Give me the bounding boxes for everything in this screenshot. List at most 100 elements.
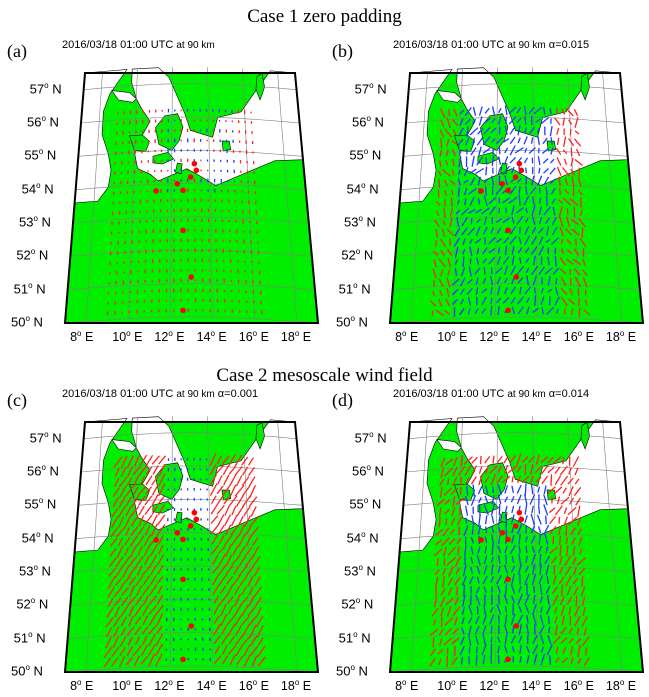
wind-vector bbox=[214, 645, 221, 654]
wind-vector bbox=[558, 205, 563, 217]
wind-vector bbox=[490, 564, 494, 575]
wind-vector bbox=[224, 514, 232, 526]
wind-vector bbox=[128, 585, 136, 597]
wind-vector bbox=[238, 546, 246, 556]
wind-vector bbox=[217, 514, 225, 526]
wind-vector bbox=[537, 136, 540, 145]
wind-vector bbox=[461, 606, 466, 615]
wind-vector bbox=[221, 455, 230, 465]
wind-vector bbox=[553, 486, 563, 495]
wind-vector bbox=[456, 538, 462, 544]
alpha-value: α=0.014 bbox=[548, 388, 590, 400]
wind-vector bbox=[452, 628, 459, 635]
wind-vector bbox=[242, 485, 251, 497]
wind-vector bbox=[117, 505, 126, 518]
wind-vector bbox=[450, 197, 453, 208]
wind-vector bbox=[132, 466, 141, 476]
wind-vector bbox=[228, 635, 236, 645]
wind-vector bbox=[230, 525, 239, 536]
wind-vector bbox=[481, 296, 487, 306]
wind-vector bbox=[511, 485, 515, 493]
wind-vector bbox=[532, 594, 536, 605]
island bbox=[175, 162, 183, 175]
wind-vector bbox=[531, 604, 537, 615]
wind-vector bbox=[470, 476, 477, 485]
wind-vector bbox=[508, 106, 517, 115]
wind-vector bbox=[525, 186, 528, 195]
wind-vector bbox=[125, 527, 130, 536]
wind-vector bbox=[559, 544, 562, 556]
wind-vector bbox=[465, 118, 471, 125]
longitude-label: 16o E bbox=[563, 678, 594, 694]
wind-vector bbox=[502, 297, 510, 304]
wind-vector bbox=[233, 614, 243, 627]
wind-vector bbox=[563, 516, 569, 525]
wind-vector bbox=[573, 248, 580, 256]
wind-vector bbox=[241, 624, 250, 638]
station-marker bbox=[180, 227, 186, 234]
wind-vector bbox=[554, 624, 558, 636]
wind-vector bbox=[554, 117, 561, 126]
wind-vector bbox=[491, 526, 495, 533]
wind-vector bbox=[470, 177, 476, 186]
wind-vector bbox=[429, 648, 437, 657]
wind-vector bbox=[435, 240, 438, 247]
parallel-line bbox=[83, 83, 297, 90]
wind-vector bbox=[150, 554, 158, 566]
wind-vector bbox=[441, 228, 446, 237]
wind-vector bbox=[574, 467, 579, 476]
wind-vector bbox=[125, 656, 134, 666]
wind-vector bbox=[567, 138, 575, 147]
wind-vector bbox=[115, 556, 124, 568]
wind-vector bbox=[433, 280, 435, 287]
wind-vector bbox=[121, 586, 130, 597]
wind-vector bbox=[537, 526, 542, 533]
wind-vector bbox=[560, 238, 564, 245]
parallel-line bbox=[67, 283, 315, 290]
wind-vector bbox=[504, 485, 509, 494]
wind-vector bbox=[496, 297, 502, 304]
wind-vector bbox=[497, 645, 501, 654]
wind-vector bbox=[481, 288, 488, 294]
wind-vector bbox=[574, 130, 580, 135]
wind-vector bbox=[550, 137, 553, 146]
wind-vector bbox=[538, 236, 544, 245]
wind-vector bbox=[482, 136, 491, 146]
wind-vector bbox=[451, 656, 458, 666]
wind-vector bbox=[539, 596, 543, 604]
wind-vector bbox=[445, 597, 454, 606]
longitude-label: 10o E bbox=[437, 329, 468, 345]
wind-vector bbox=[156, 514, 166, 526]
longitude-label: 16o E bbox=[563, 329, 594, 345]
meridian-line bbox=[410, 420, 428, 671]
wind-vector bbox=[504, 564, 509, 574]
wind-vector bbox=[569, 497, 575, 505]
wind-vector bbox=[226, 575, 234, 585]
wind-vector bbox=[124, 515, 132, 528]
station-marker bbox=[505, 187, 511, 194]
wind-vector bbox=[551, 237, 559, 245]
wind-vector bbox=[483, 117, 491, 125]
wind-vector bbox=[212, 565, 220, 574]
map-panel-c: (c) 2016/03/18 01:00 UTC at 90 km α=0.00… bbox=[0, 382, 320, 697]
wind-vector bbox=[469, 238, 473, 244]
wind-vector bbox=[431, 608, 439, 617]
wind-vector bbox=[121, 555, 131, 568]
wind-vector bbox=[541, 306, 545, 315]
wind-vector bbox=[249, 645, 259, 657]
wind-vector bbox=[156, 625, 163, 634]
wind-vector bbox=[546, 288, 552, 293]
wind-vector bbox=[215, 464, 225, 476]
latitude-label: 55o N bbox=[24, 147, 57, 163]
wind-vector bbox=[568, 486, 574, 497]
wind-vector bbox=[491, 175, 495, 186]
wind-vector bbox=[572, 577, 579, 585]
wind-vector bbox=[551, 198, 556, 204]
wind-vector bbox=[138, 505, 145, 516]
wind-vector bbox=[440, 607, 444, 617]
wind-vector bbox=[496, 238, 502, 243]
alpha-value: α=0.015 bbox=[548, 39, 590, 51]
wind-vector bbox=[209, 464, 217, 476]
wind-vector bbox=[213, 655, 222, 664]
wind-vector bbox=[134, 595, 143, 606]
